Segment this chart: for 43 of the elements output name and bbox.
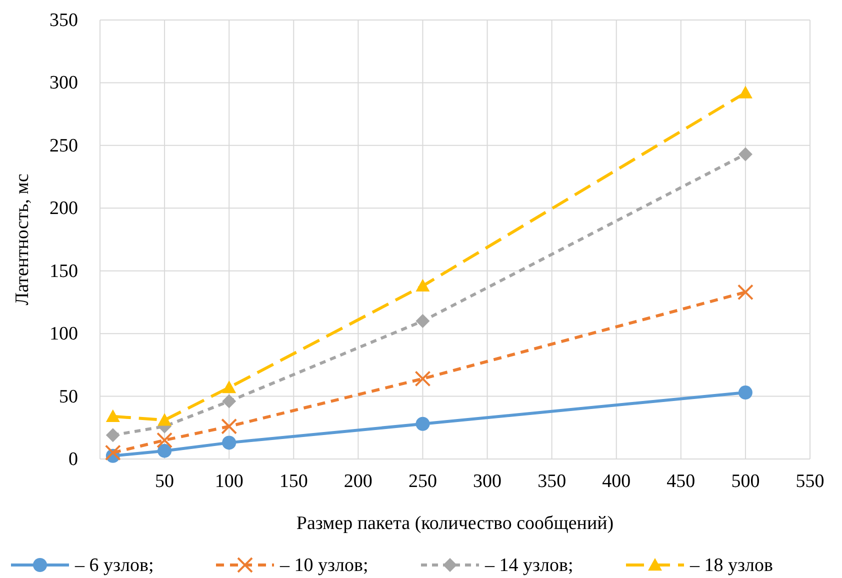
point (738, 147, 752, 162)
y-tick-label: 0 (68, 449, 78, 470)
y-tick-label: 300 (50, 72, 78, 94)
point (156, 432, 173, 448)
x-tick-label: 450 (666, 471, 696, 492)
point (104, 444, 121, 461)
point (158, 444, 172, 458)
point (416, 278, 430, 292)
point (106, 428, 120, 442)
point (738, 86, 752, 98)
point (738, 386, 752, 400)
point (737, 284, 754, 300)
x-tick-label: 150 (279, 471, 308, 492)
point (222, 394, 236, 408)
y-tick-label: 100 (50, 324, 78, 345)
point (106, 409, 120, 422)
x-tick-label: 250 (408, 471, 437, 492)
x-tick-label: 400 (602, 471, 631, 492)
x-tick-label: 500 (731, 471, 760, 492)
legend-label: – 6 узлов; (74, 555, 154, 576)
point (221, 418, 238, 434)
point (414, 370, 431, 387)
point (416, 314, 430, 328)
legend-label: – 14 узлов; (484, 555, 574, 576)
x-tick-label: 350 (538, 471, 566, 492)
x-tick-label: 50 (155, 471, 174, 492)
y-tick-label: 250 (50, 135, 78, 156)
point (222, 380, 236, 394)
y-tick-label: 150 (50, 260, 78, 282)
point (158, 413, 172, 426)
y-tick-label: 350 (50, 10, 78, 31)
point (416, 416, 430, 431)
x-tick-label: 300 (473, 471, 502, 492)
y-tick-label: 200 (50, 198, 78, 220)
legend-label: – 18 узлов (689, 555, 773, 576)
x-tick-label: 550 (796, 471, 824, 492)
x-axis-title: Размер пакета (количество сообщений) (296, 513, 614, 534)
point (222, 436, 236, 450)
y-tick-label: 50 (59, 386, 78, 408)
y-axis-title: Латентность, мс (12, 174, 33, 306)
x-tick-label: 200 (344, 471, 372, 492)
x-tick-label: 100 (214, 471, 244, 492)
legend-label: – 10 узлов; (279, 555, 368, 576)
